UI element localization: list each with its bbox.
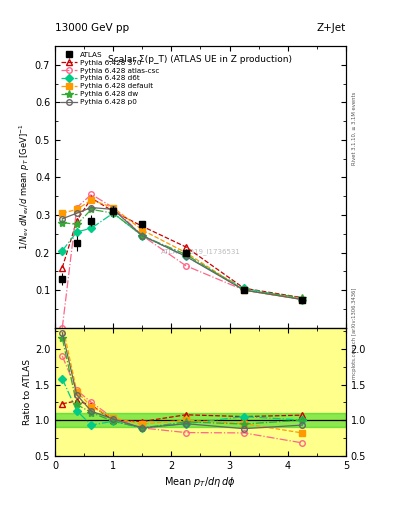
Pythia 6.428 dw bbox=[242, 287, 246, 293]
Pythia 6.428 atlas-csc bbox=[140, 232, 145, 239]
Pythia 6.428 370 bbox=[89, 195, 94, 201]
Text: mcplots.cern.ch [arXiv:1306.3436]: mcplots.cern.ch [arXiv:1306.3436] bbox=[352, 287, 357, 378]
X-axis label: Mean $p_T/d\eta\,d\phi$: Mean $p_T/d\eta\,d\phi$ bbox=[165, 475, 236, 489]
Pythia 6.428 default bbox=[242, 287, 246, 293]
Pythia 6.428 p0 bbox=[75, 210, 79, 216]
Pythia 6.428 default bbox=[140, 227, 145, 233]
Bar bbox=[55, 413, 346, 427]
Pythia 6.428 atlas-csc bbox=[184, 263, 188, 269]
Pythia 6.428 default bbox=[89, 197, 94, 203]
Line: Pythia 6.428 dw: Pythia 6.428 dw bbox=[58, 205, 307, 302]
Pythia 6.428 d6t bbox=[184, 253, 188, 260]
Pythia 6.428 d6t bbox=[75, 229, 79, 235]
Pythia 6.428 d6t bbox=[140, 232, 145, 239]
Bar bbox=[55, 328, 346, 456]
Pythia 6.428 atlas-csc bbox=[242, 287, 246, 293]
Pythia 6.428 370 bbox=[242, 285, 246, 291]
Pythia 6.428 default bbox=[75, 206, 79, 212]
Pythia 6.428 dw bbox=[300, 294, 305, 301]
Line: Pythia 6.428 d6t: Pythia 6.428 d6t bbox=[59, 210, 305, 302]
Pythia 6.428 d6t bbox=[300, 296, 305, 303]
Pythia 6.428 atlas-csc bbox=[300, 296, 305, 303]
Text: ATLAS_2019_I1736531: ATLAS_2019_I1736531 bbox=[160, 248, 241, 255]
Pythia 6.428 370 bbox=[140, 223, 145, 229]
Pythia 6.428 atlas-csc bbox=[75, 204, 79, 210]
Pythia 6.428 dw bbox=[89, 206, 94, 212]
Pythia 6.428 p0 bbox=[242, 287, 246, 293]
Pythia 6.428 default bbox=[111, 204, 116, 210]
Text: Rivet 3.1.10, ≥ 3.1M events: Rivet 3.1.10, ≥ 3.1M events bbox=[352, 91, 357, 165]
Line: Pythia 6.428 p0: Pythia 6.428 p0 bbox=[59, 205, 305, 302]
Pythia 6.428 p0 bbox=[111, 206, 116, 212]
Pythia 6.428 d6t bbox=[60, 248, 64, 254]
Pythia 6.428 370 bbox=[184, 244, 188, 250]
Text: 13000 GeV pp: 13000 GeV pp bbox=[55, 23, 129, 33]
Pythia 6.428 default bbox=[60, 210, 64, 216]
Pythia 6.428 p0 bbox=[89, 204, 94, 210]
Pythia 6.428 d6t bbox=[111, 210, 116, 216]
Pythia 6.428 dw bbox=[75, 221, 79, 227]
Pythia 6.428 atlas-csc bbox=[60, 325, 64, 331]
Pythia 6.428 default bbox=[184, 249, 188, 255]
Y-axis label: Ratio to ATLAS: Ratio to ATLAS bbox=[23, 359, 32, 424]
Pythia 6.428 dw bbox=[111, 210, 116, 216]
Pythia 6.428 atlas-csc bbox=[89, 191, 94, 198]
Pythia 6.428 p0 bbox=[300, 296, 305, 303]
Pythia 6.428 370 bbox=[60, 265, 64, 271]
Pythia 6.428 370 bbox=[300, 294, 305, 301]
Y-axis label: $1/N_\mathrm{ev}\ dN_\mathrm{ev}/d\ \mathrm{mean}\ p_T\ [\mathrm{GeV}]^{-1}$: $1/N_\mathrm{ev}\ dN_\mathrm{ev}/d\ \mat… bbox=[18, 123, 32, 250]
Pythia 6.428 dw bbox=[60, 220, 64, 226]
Pythia 6.428 p0 bbox=[60, 216, 64, 222]
Pythia 6.428 dw bbox=[140, 232, 145, 239]
Pythia 6.428 370 bbox=[75, 218, 79, 224]
Legend: ATLAS, Pythia 6.428 370, Pythia 6.428 atlas-csc, Pythia 6.428 d6t, Pythia 6.428 : ATLAS, Pythia 6.428 370, Pythia 6.428 at… bbox=[59, 50, 161, 107]
Pythia 6.428 dw bbox=[184, 251, 188, 258]
Pythia 6.428 370 bbox=[111, 208, 116, 215]
Line: Pythia 6.428 atlas-csc: Pythia 6.428 atlas-csc bbox=[59, 191, 305, 330]
Pythia 6.428 atlas-csc bbox=[111, 204, 116, 210]
Line: Pythia 6.428 default: Pythia 6.428 default bbox=[59, 197, 305, 302]
Line: Pythia 6.428 370: Pythia 6.428 370 bbox=[59, 196, 305, 301]
Pythia 6.428 d6t bbox=[242, 285, 246, 291]
Pythia 6.428 d6t bbox=[89, 225, 94, 231]
Pythia 6.428 default bbox=[300, 296, 305, 303]
Pythia 6.428 p0 bbox=[184, 253, 188, 260]
Text: Z+Jet: Z+Jet bbox=[317, 23, 346, 33]
Pythia 6.428 p0 bbox=[140, 232, 145, 239]
Text: Scalar Σ(p_T) (ATLAS UE in Z production): Scalar Σ(p_T) (ATLAS UE in Z production) bbox=[108, 55, 292, 63]
